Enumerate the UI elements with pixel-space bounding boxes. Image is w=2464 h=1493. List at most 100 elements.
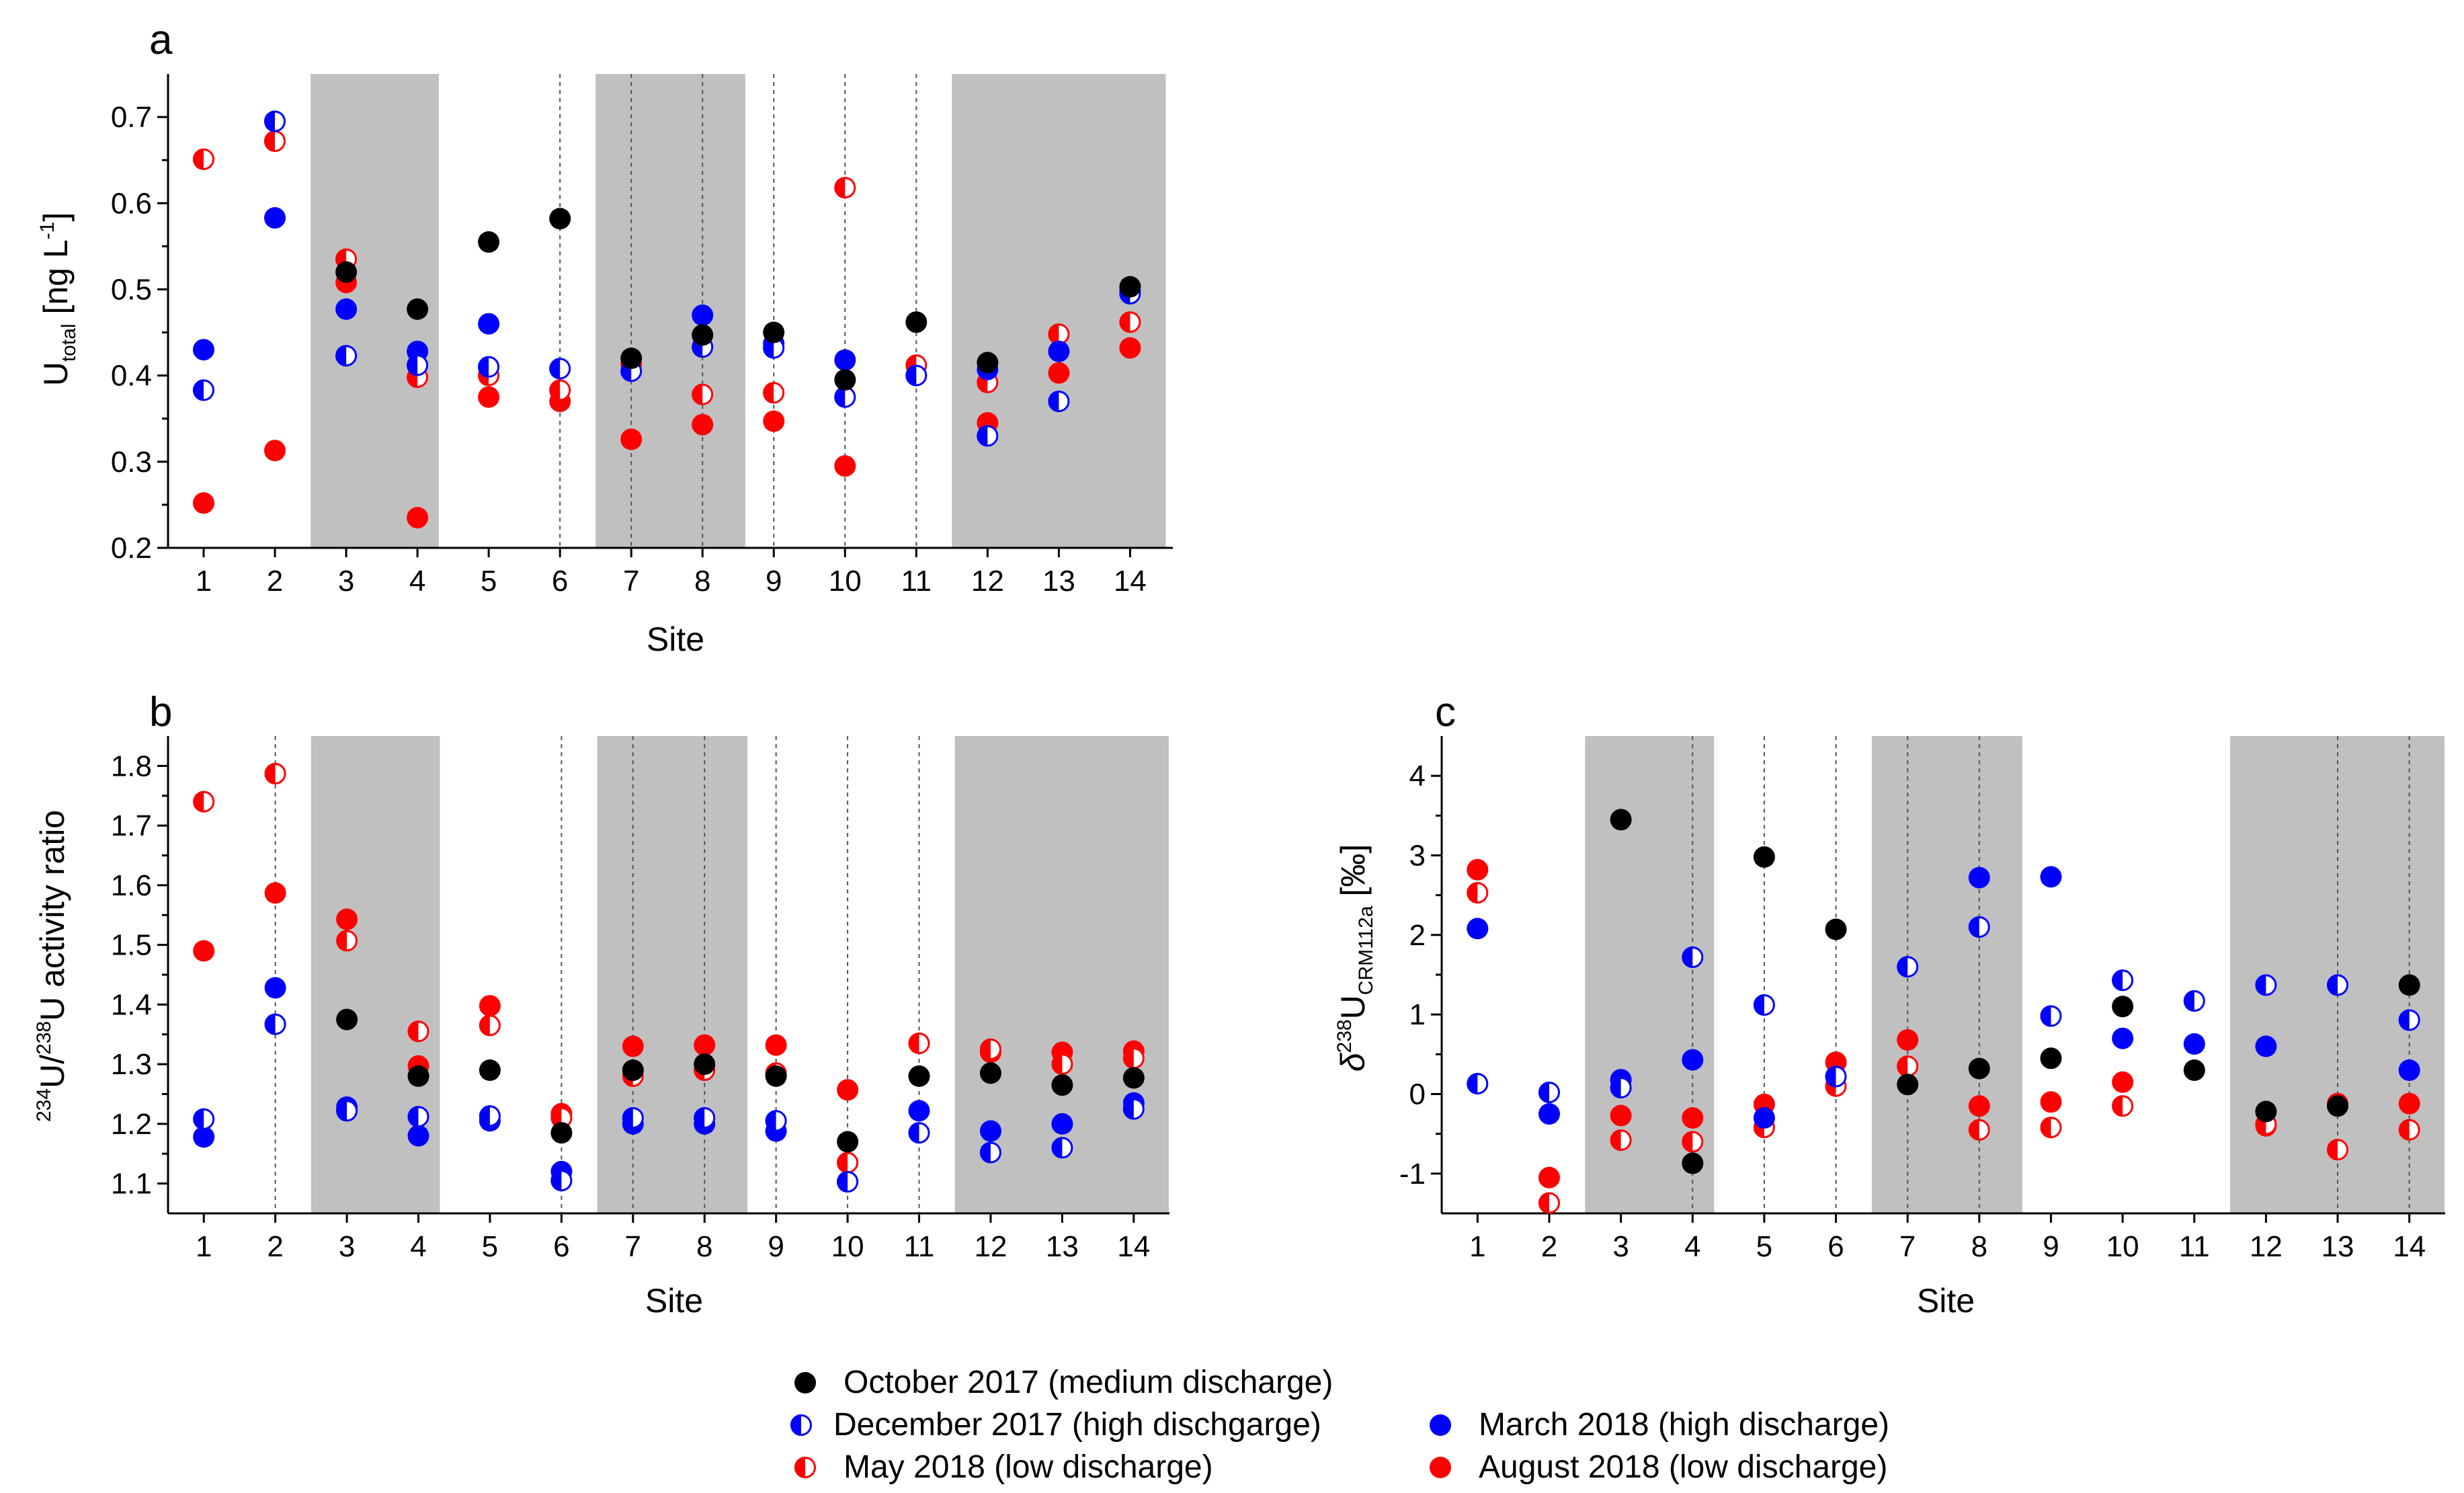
data-point-c-oct-9 [2040, 1047, 2062, 1070]
x-tick-label-b: 4 [410, 1230, 426, 1263]
data-point-c-dec-6 [1825, 1065, 1847, 1088]
legend-markers [790, 1372, 1451, 1478]
data-point-a-dec-3 [335, 345, 358, 367]
data-point-c-dec-5 [1753, 994, 1775, 1016]
data-point-b-dec-10 [837, 1171, 859, 1193]
data-point-b-oct-4 [407, 1065, 429, 1087]
data-point-c-oct-8 [1968, 1057, 1990, 1080]
data-point-a-dec-4 [407, 354, 429, 376]
data-point-a-oct-14 [1119, 276, 1141, 298]
data-point-a-aug-14 [1119, 337, 1141, 359]
data-point-c-oct-5 [1753, 846, 1775, 868]
y-tick-label-a: 0.4 [111, 360, 152, 393]
data-point-b-oct-11 [908, 1065, 930, 1087]
data-point-b-aug-1 [193, 940, 215, 962]
data-point-b-dec-7 [622, 1107, 644, 1129]
y-tick-label-b: 1.7 [111, 809, 152, 842]
data-point-b-dec-5 [479, 1105, 501, 1127]
y-tick-label-a: 0.3 [111, 446, 152, 479]
data-point-a-dec-5 [478, 356, 500, 378]
data-point-c-mar-4 [1682, 1049, 1704, 1071]
data-point-a-oct-9 [763, 321, 785, 344]
data-point-c-mar-2 [1538, 1103, 1560, 1125]
data-point-c-may-3 [1610, 1129, 1632, 1152]
data-point-b-aug-5 [479, 995, 501, 1017]
data-point-b-may-1 [193, 791, 215, 813]
panel-label-a: a [149, 17, 173, 63]
y-tick-label-c: 3 [1409, 840, 1426, 873]
data-point-b-dec-12 [979, 1141, 1001, 1164]
legend-label-mar: March 2018 (high discharge) [1479, 1407, 1889, 1443]
data-points-c [1467, 809, 2420, 1214]
data-point-a-aug-10 [834, 455, 856, 477]
x-tick-label-c: 8 [1971, 1230, 1987, 1263]
x-tick-label-b: 1 [196, 1230, 212, 1263]
data-point-c-may-8 [1968, 1119, 1990, 1141]
data-point-c-dec-11 [2183, 990, 2205, 1012]
data-point-c-dec-8 [1968, 916, 1990, 938]
data-point-b-may-6 [550, 1107, 573, 1129]
x-tick-label-a: 8 [694, 565, 710, 598]
data-point-c-dec-13 [2327, 974, 2348, 996]
y-tick-label-b: 1.1 [111, 1168, 152, 1201]
y-tick-label-b: 1.5 [111, 929, 152, 962]
data-point-b-may-11 [908, 1033, 930, 1055]
x-tick-label-a: 3 [338, 565, 354, 598]
data-point-c-aug-14 [2398, 1092, 2420, 1115]
data-point-a-may-13 [1048, 323, 1070, 346]
data-point-c-aug-1 [1467, 858, 1489, 881]
x-tick-label-b: 2 [267, 1230, 283, 1263]
x-axis-label-b: Site [645, 1282, 703, 1320]
data-point-b-oct-13 [1051, 1074, 1073, 1096]
legend-marker-aug [1430, 1457, 1451, 1478]
x-tick-label-a: 9 [766, 565, 782, 598]
data-point-b-dec-1 [193, 1108, 215, 1130]
legend: October 2017 (medium discharge) December… [790, 1365, 1889, 1485]
data-point-c-oct-6 [1825, 918, 1847, 940]
y-tick-label-c: 0 [1409, 1078, 1426, 1111]
data-point-c-mar-9 [2040, 866, 2062, 888]
data-point-b-aug-9 [765, 1034, 787, 1056]
legend-label-aug: August 2018 (low discharge) [1479, 1449, 1887, 1485]
data-point-a-oct-10 [834, 369, 856, 391]
data-point-a-oct-7 [620, 348, 643, 369]
data-point-b-aug-2 [264, 882, 286, 904]
data-point-b-mar-4 [407, 1125, 429, 1147]
legend-label-dec: December 2017 (high dischgarge) [833, 1407, 1321, 1443]
x-tick-label-c: 13 [2322, 1230, 2354, 1263]
data-point-b-dec-14 [1122, 1098, 1145, 1120]
data-point-b-may-2 [264, 762, 286, 784]
data-point-a-oct-11 [905, 311, 928, 333]
data-point-c-mar-10 [2112, 1027, 2134, 1049]
x-tick-label-b: 13 [1046, 1230, 1079, 1263]
data-point-a-oct-4 [407, 298, 429, 320]
data-point-b-may-14 [1122, 1047, 1145, 1070]
data-point-b-may-12 [979, 1038, 1001, 1060]
legend-marker-may [794, 1457, 816, 1478]
data-point-c-may-9 [2040, 1117, 2062, 1139]
data-point-b-mar-13 [1051, 1113, 1073, 1135]
x-tick-label-c: 1 [1469, 1230, 1485, 1263]
data-point-c-aug-3 [1610, 1104, 1632, 1127]
data-point-a-aug-2 [264, 440, 286, 462]
data-point-c-oct-12 [2255, 1100, 2277, 1123]
plot-background-a [311, 74, 1166, 548]
x-tick-label-b: 14 [1117, 1230, 1150, 1263]
data-point-a-mar-8 [692, 304, 714, 326]
data-point-a-oct-3 [335, 261, 358, 283]
data-point-c-may-7 [1897, 1055, 1919, 1078]
data-point-a-dec-6 [549, 358, 571, 380]
x-tick-label-b: 3 [339, 1230, 355, 1263]
data-point-a-dec-2 [264, 110, 286, 132]
data-point-a-may-9 [763, 382, 785, 404]
data-point-b-dec-4 [407, 1106, 429, 1128]
x-tick-label-c: 6 [1828, 1230, 1844, 1263]
data-point-a-aug-13 [1048, 362, 1070, 384]
data-point-a-may-14 [1119, 311, 1141, 333]
x-tick-label-b: 5 [482, 1230, 498, 1263]
data-point-b-may-4 [407, 1020, 429, 1043]
data-point-b-may-5 [479, 1014, 501, 1037]
data-point-b-oct-6 [550, 1122, 573, 1144]
x-tick-label-b: 11 [904, 1230, 935, 1263]
